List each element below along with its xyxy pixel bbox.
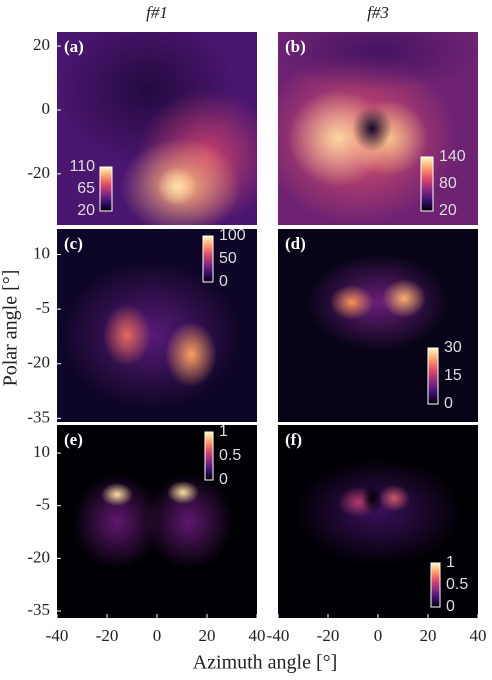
colorbar: 10.50 [430, 554, 468, 615]
heatmap-image [57, 229, 257, 422]
colorbar: 110 65 20 [69, 158, 113, 219]
heatmap-blob [382, 279, 426, 318]
y-tick-label: 20 [33, 35, 50, 54]
panel-label: (a) [64, 37, 84, 56]
colorbar-scale [420, 156, 434, 212]
heatmap-image [57, 425, 257, 618]
x-tick-label: 20 [199, 626, 216, 645]
heatmap-image [278, 425, 478, 618]
colorbar: 30 15 0 [427, 339, 462, 412]
y-tick-label: 0 [42, 99, 51, 118]
y-tick-label: -20 [27, 547, 50, 566]
x-tick-label: -40 [46, 626, 69, 645]
panel-label: (e) [64, 430, 83, 449]
y-tick-label: 10 [33, 243, 50, 262]
panel-label: (c) [64, 234, 83, 253]
colorbar-tick-label: 0 [444, 395, 453, 412]
colorbar-tick-label: 15 [444, 367, 462, 384]
colorbar-tick-label: 1 [219, 423, 228, 440]
panel-label: (b) [285, 37, 306, 56]
colorbar-scale [430, 562, 441, 608]
x-tick-label: 40 [249, 626, 266, 645]
heatmap-blob [308, 254, 448, 351]
heatmap-blob [157, 167, 197, 206]
x-tick-label: 0 [374, 626, 383, 645]
panel-label: (f) [285, 430, 302, 449]
heatmap-blob [101, 482, 133, 507]
colorbar-tick-label: 0 [219, 273, 228, 290]
colorbar-tick-label: 140 [439, 148, 466, 165]
panel: (c) 10 -5 -20 -35 100 50 0 [27, 227, 257, 426]
colorbar-tick-label: 110 [69, 158, 95, 175]
colorbar-scale [202, 235, 214, 283]
colorbar-tick-label: 50 [219, 250, 237, 267]
x-tick-label: 0 [153, 626, 162, 645]
y-tick-label: -35 [27, 407, 50, 426]
heatmap-blob [352, 105, 392, 152]
colorbar-tick-label: 0.5 [219, 447, 241, 464]
colorbar-tick-label: 1 [446, 554, 455, 571]
colorbar-tick-label: 100 [219, 227, 246, 244]
y-tick-label: 10 [33, 442, 50, 461]
heatmap-blob [167, 480, 199, 505]
x-tick-label: 20 [420, 626, 437, 645]
heatmap-blob [165, 321, 217, 388]
heatmap-blob [145, 473, 233, 570]
x-tick-label: 40 [470, 626, 487, 645]
y-tick-label: -20 [27, 353, 50, 372]
colorbar-tick-label: 20 [439, 202, 457, 219]
panel: (b) 140 80 20 [278, 32, 478, 225]
colorbar-tick-label: 20 [77, 202, 95, 219]
heatmap-image [278, 32, 478, 225]
heatmap-image [57, 32, 257, 225]
x-tick-label: -20 [96, 626, 119, 645]
panel-label: (d) [285, 234, 306, 253]
heatmap-blob [362, 482, 382, 514]
heatmap-image [278, 229, 478, 422]
y-tick-label: -5 [36, 298, 50, 317]
colorbar-scale [427, 347, 439, 405]
colorbar: 140 80 20 [420, 148, 466, 219]
y-tick-label: -5 [36, 495, 50, 514]
colorbar-tick-label: 0 [446, 598, 455, 615]
y-tick-label: -20 [27, 163, 50, 182]
colorbar-tick-label: 0.5 [446, 576, 468, 593]
x-tick-label: -40 [267, 626, 290, 645]
colorbar-scale [204, 431, 214, 481]
heatmap-blob [294, 457, 462, 566]
colorbar-tick-label: 30 [444, 339, 462, 356]
panel: (a) 20 0 -20 110 65 20 [27, 32, 257, 225]
x-axis-label: Azimuth angle [°] [193, 652, 338, 674]
heatmap-blob [378, 484, 410, 512]
colorbar: 100 50 0 [202, 227, 246, 290]
colorbar-tick-label: 0 [219, 471, 228, 488]
colorbar-scale [99, 166, 113, 212]
y-tick-label: -35 [27, 600, 50, 619]
column-title: f#1 [146, 3, 168, 22]
colorbar-tick-label: 65 [77, 180, 95, 197]
heatmap-blob [278, 32, 478, 90]
colorbar-tick-label: 80 [439, 175, 457, 192]
heatmap-blob [73, 473, 161, 570]
heatmap-blob [330, 284, 374, 320]
y-axis-label: Polar angle [°] [0, 270, 22, 387]
panel: (d) 30 15 0 [278, 229, 478, 422]
x-tick-label: -20 [317, 626, 340, 645]
colorbar: 10.50 [204, 423, 241, 488]
column-title: f#3 [367, 3, 389, 22]
heatmap-blob [103, 304, 151, 367]
